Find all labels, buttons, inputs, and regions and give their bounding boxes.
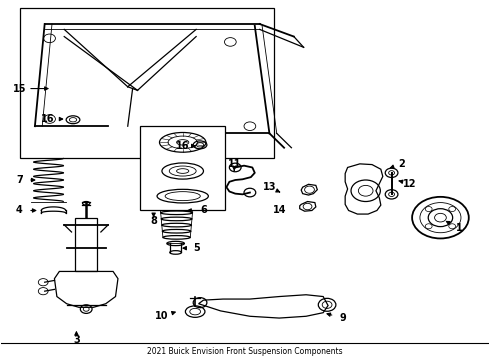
Bar	[140, 126, 225, 211]
Text: 13: 13	[263, 182, 276, 192]
Text: 11: 11	[227, 159, 241, 169]
Bar	[75, 218, 97, 271]
Text: 5: 5	[193, 243, 199, 253]
Text: 7: 7	[16, 175, 23, 185]
Text: 2: 2	[398, 159, 405, 169]
Text: 12: 12	[403, 179, 417, 189]
Text: 16: 16	[41, 114, 55, 124]
Text: 3: 3	[73, 334, 80, 345]
Text: 2021 Buick Envision Front Suspension Components: 2021 Buick Envision Front Suspension Com…	[147, 347, 343, 356]
Text: 6: 6	[200, 206, 207, 216]
Text: 16: 16	[176, 141, 190, 151]
Text: 14: 14	[273, 206, 287, 216]
Text: 9: 9	[340, 313, 346, 323]
Bar	[20, 8, 274, 158]
Text: 8: 8	[150, 216, 157, 226]
Text: 10: 10	[155, 311, 169, 321]
Text: 1: 1	[456, 224, 463, 233]
Text: 15: 15	[13, 84, 26, 94]
Text: 4: 4	[16, 206, 23, 216]
